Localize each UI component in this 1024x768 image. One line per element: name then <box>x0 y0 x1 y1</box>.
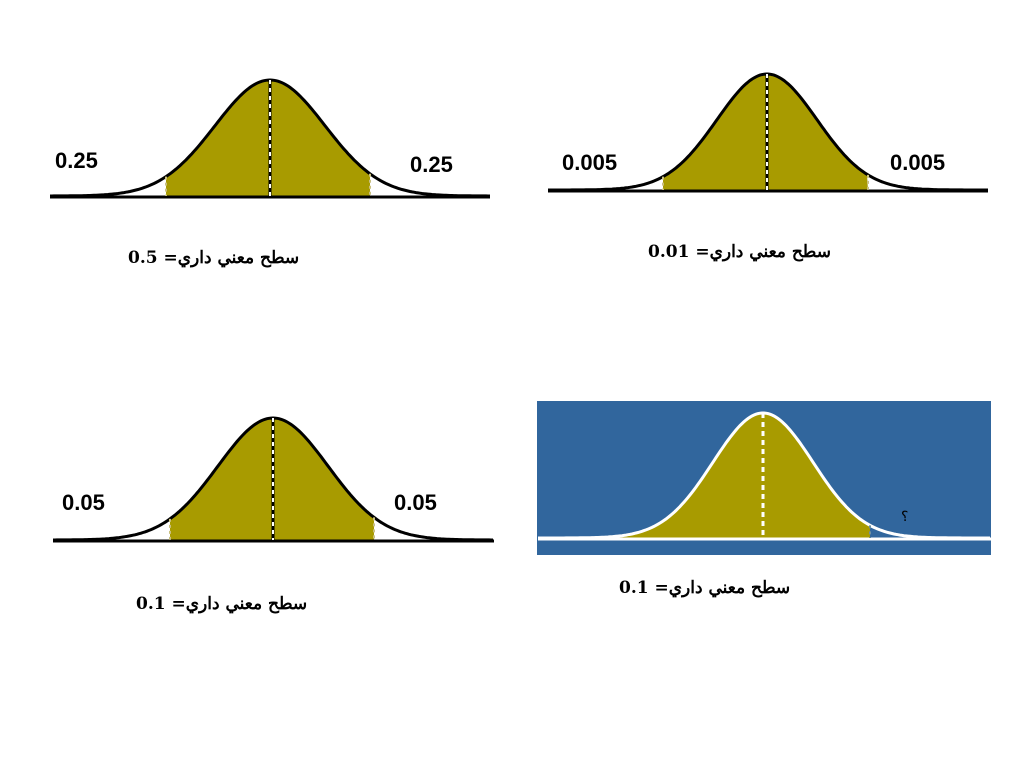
bell-curve-diagram <box>548 72 988 193</box>
bell-curve-diagram <box>538 411 991 541</box>
bell-curve-diagram <box>53 416 494 543</box>
bell-curve-panel-4: ؟ سطح معني داري= 0.1 <box>512 340 1024 640</box>
left-tail-label: 0.25 <box>55 148 98 173</box>
significance-caption: سطح معني داري= 0.5 <box>128 248 300 268</box>
shaded-region <box>538 413 870 538</box>
right-tail-label: 0.05 <box>394 490 437 515</box>
significance-caption: سطح معني داري= 0.1 <box>136 594 308 614</box>
shaded-region <box>166 80 370 196</box>
right-tail-label: 0.005 <box>890 150 946 175</box>
bell-curve-panel-2: 0.005 0.005 سطح معني داري= 0.01 <box>512 0 1024 300</box>
significance-caption: سطح معني داري= 0.01 <box>648 242 831 262</box>
right-tail-question-label: ؟ <box>901 508 909 524</box>
bell-curve-panel-3: 0.05 0.05 سطح معني داري= 0.1 <box>0 340 512 640</box>
right-tail-label: 0.25 <box>410 152 453 177</box>
significance-caption: سطح معني داري= 0.1 <box>619 578 791 598</box>
left-tail-label: 0.05 <box>62 490 105 515</box>
bell-curve-diagram <box>50 78 490 199</box>
left-tail-label: 0.005 <box>562 150 618 175</box>
bell-curve-panel-1: 0.25 0.25 سطح معني داري= 0.5 <box>0 0 512 300</box>
